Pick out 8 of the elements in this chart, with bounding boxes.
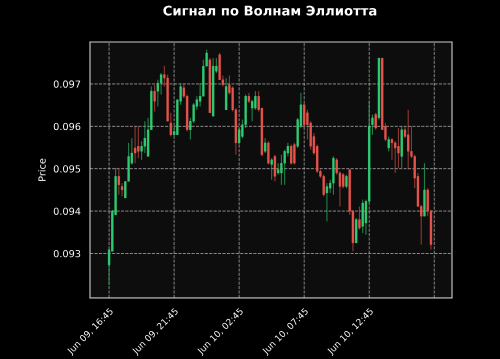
y-tick-label: 0.097 [54,80,80,88]
y-axis-title: Price [38,158,46,181]
y-tick-label: 0.093 [54,250,80,258]
y-tick-label: 0.096 [54,122,80,130]
y-tick-label: 0.095 [54,165,80,173]
candlestick [355,217,358,244]
y-tick-label: 0.094 [54,208,80,215]
chart-title: Сигнал по Волнам Эллиотта [163,6,376,16]
